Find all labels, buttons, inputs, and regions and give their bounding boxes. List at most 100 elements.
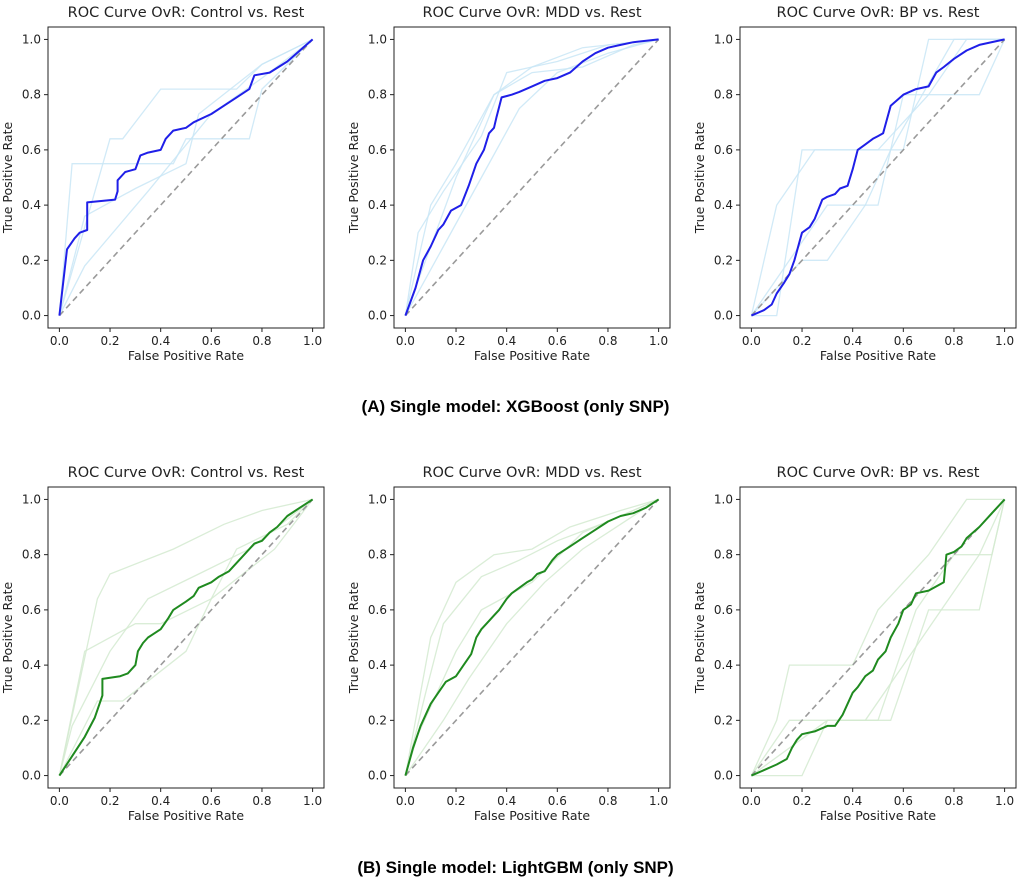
fold-roc-line: [404, 498, 659, 776]
x-tick-label: 0.2: [100, 334, 119, 348]
x-tick-label: 0.0: [742, 794, 761, 808]
mean-roc-line: [751, 498, 1006, 777]
y-tick-label: 0.6: [714, 603, 733, 617]
x-tick-label: 0.2: [100, 794, 119, 808]
axes-frame: [47, 486, 325, 789]
y-tick-label: 0.8: [368, 548, 387, 562]
x-tick-label: 0.0: [742, 334, 761, 348]
x-tick-label: 0.8: [252, 794, 271, 808]
x-tick-label: 0.4: [151, 794, 170, 808]
y-axis-label: True Positive Rate: [346, 122, 361, 235]
fold-roc-line: [58, 38, 313, 316]
y-tick-label: 0.0: [22, 769, 41, 783]
fold-roc-line: [404, 38, 659, 316]
y-tick-label: 0.6: [714, 143, 733, 157]
y-tick-label: 0.0: [368, 309, 387, 323]
y-tick-label: 0.2: [22, 713, 41, 727]
x-tick-label: 0.8: [252, 334, 271, 348]
axes-frame: [393, 486, 671, 789]
y-tick-label: 0.0: [22, 309, 41, 323]
x-tick-label: 0.4: [497, 334, 516, 348]
y-tick-label: 0.4: [22, 198, 41, 212]
y-tick-label: 1.0: [22, 32, 41, 46]
roc-panel: ROC Curve OvR: BP vs. Rest 0.0 0.2 0.4 0.6 0.…: [692, 465, 1017, 823]
fold-roc-line: [58, 38, 313, 316]
x-tick-label: 1.0: [303, 334, 322, 348]
x-tick-label: 1.0: [649, 794, 668, 808]
x-tick-label: 0.6: [202, 794, 221, 808]
x-tick-label: 0.6: [894, 794, 913, 808]
chance-diagonal-line: [404, 38, 660, 317]
fold-roc-line: [58, 38, 314, 316]
x-tick-label: 0.2: [792, 334, 811, 348]
y-tick-label: 0.4: [714, 658, 733, 672]
x-axis-label: False Positive Rate: [820, 348, 936, 363]
fold-roc-line: [750, 39, 1006, 316]
roc-panel: ROC Curve OvR: MDD vs. Rest 0.0 0.2 0.4 0.6 0…: [346, 5, 671, 363]
fold-roc-line: [404, 498, 659, 776]
x-tick-label: 0.4: [843, 334, 862, 348]
mean-roc-line: [58, 38, 314, 316]
y-tick-label: 1.0: [368, 492, 387, 506]
y-tick-label: 0.2: [22, 253, 41, 267]
y-axis-label: True Positive Rate: [692, 582, 707, 695]
y-axis-label: True Positive Rate: [0, 122, 15, 235]
x-axis-label: False Positive Rate: [474, 348, 590, 363]
y-axis-label: True Positive Rate: [692, 122, 707, 235]
mean-roc-line: [58, 498, 314, 777]
fold-roc-line: [58, 498, 314, 776]
panel-title: ROC Curve OvR: Control vs. Rest: [68, 5, 305, 21]
fold-roc-line: [58, 38, 313, 316]
x-tick-label: 0.6: [894, 334, 913, 348]
y-tick-label: 0.0: [368, 769, 387, 783]
x-axis-label: False Positive Rate: [128, 348, 244, 363]
y-tick-label: 0.4: [368, 658, 387, 672]
y-tick-label: 0.6: [22, 603, 41, 617]
x-tick-label: 0.6: [548, 794, 567, 808]
y-tick-label: 0.0: [714, 769, 733, 783]
y-tick-label: 0.6: [368, 143, 387, 157]
y-tick-label: 0.8: [714, 548, 733, 562]
y-tick-label: 1.0: [714, 32, 733, 46]
x-tick-label: 0.6: [548, 334, 567, 348]
panel-title: ROC Curve OvR: MDD vs. Rest: [422, 465, 641, 481]
panel-title: ROC Curve OvR: MDD vs. Rest: [422, 5, 641, 21]
panel-title: ROC Curve OvR: BP vs. Rest: [777, 5, 980, 21]
chance-diagonal-line: [58, 498, 314, 777]
roc-panel: ROC Curve OvR: Control vs. Rest 0.0 0.2 0.4…: [0, 5, 325, 363]
fold-roc-line: [751, 499, 1006, 777]
mean-roc-line: [404, 38, 659, 316]
panel-title: ROC Curve OvR: BP vs. Rest: [777, 465, 980, 481]
y-tick-label: 1.0: [368, 32, 387, 46]
fold-roc-line: [404, 498, 659, 776]
y-tick-label: 0.2: [714, 713, 733, 727]
x-tick-label: 1.0: [303, 794, 322, 808]
fold-roc-line: [404, 38, 659, 316]
mean-roc-line: [404, 498, 660, 776]
chance-diagonal-line: [58, 38, 314, 317]
fold-roc-line: [751, 499, 1006, 777]
x-tick-label: 0.8: [598, 794, 617, 808]
y-tick-label: 1.0: [22, 492, 41, 506]
y-tick-label: 0.8: [22, 88, 41, 102]
y-tick-label: 0.8: [714, 88, 733, 102]
x-tick-label: 0.0: [50, 334, 69, 348]
x-tick-label: 0.0: [396, 334, 415, 348]
axes-frame: [47, 26, 325, 329]
fold-roc-line: [750, 499, 1006, 776]
roc-panel: ROC Curve OvR: BP vs. Rest 0.0 0.2 0.4 0.6 0.…: [692, 5, 1017, 363]
y-tick-label: 0.6: [22, 143, 41, 157]
x-tick-label: 0.8: [598, 334, 617, 348]
caption-lightgbm: (B) Single model: LightGBM (only SNP): [357, 858, 674, 877]
x-tick-label: 0.0: [396, 794, 415, 808]
roc-panel: ROC Curve OvR: MDD vs. Rest 0.0 0.2 0.4 0.6 0…: [346, 465, 671, 823]
fold-roc-line: [58, 498, 314, 776]
y-axis-label: True Positive Rate: [346, 582, 361, 695]
mean-roc-line: [751, 38, 1005, 317]
fold-roc-line: [750, 498, 1005, 776]
y-tick-label: 0.2: [368, 253, 387, 267]
fold-roc-line: [750, 38, 1005, 316]
chance-diagonal-line: [750, 498, 1006, 777]
x-tick-label: 0.8: [944, 334, 963, 348]
